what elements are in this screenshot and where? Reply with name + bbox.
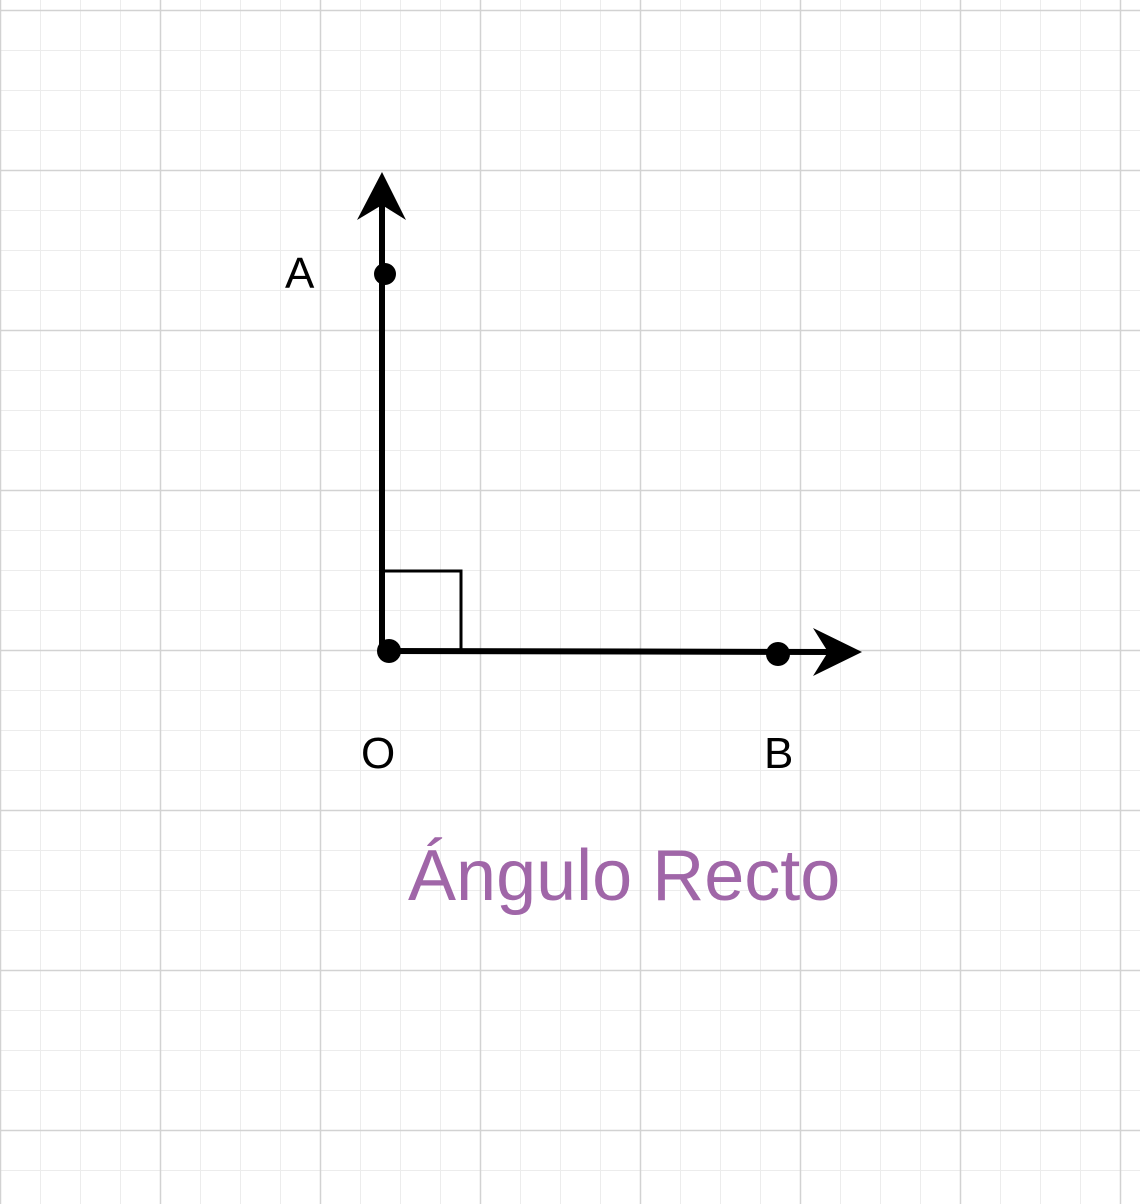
point-a (374, 263, 396, 285)
label-a: A (285, 249, 315, 298)
point-b (766, 642, 790, 666)
arrowhead-right-icon (813, 628, 862, 676)
point-o (377, 639, 401, 663)
arrowhead-up-icon (357, 172, 406, 220)
label-b: B (764, 729, 793, 778)
label-o: O (361, 729, 395, 778)
ray-ob (379, 648, 838, 655)
caption-title: Ángulo Recto (408, 836, 840, 916)
